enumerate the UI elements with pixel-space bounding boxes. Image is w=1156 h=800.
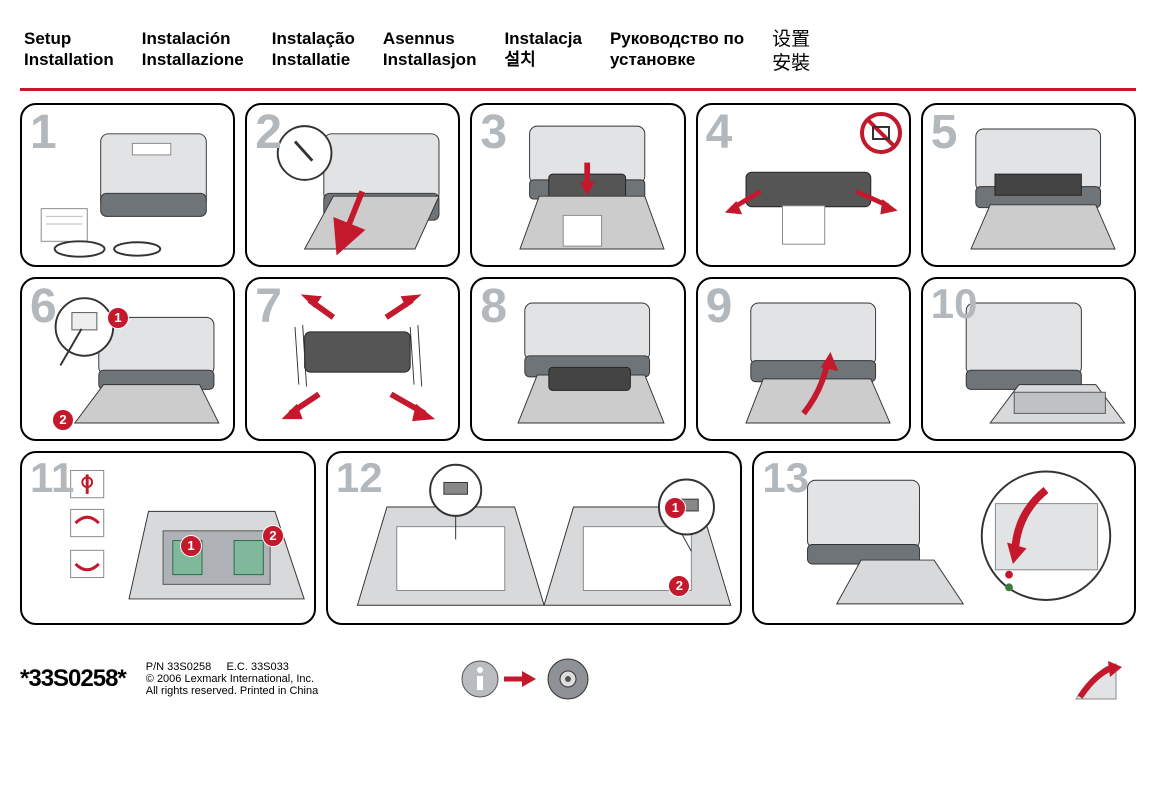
rights: All rights reserved. Printed in China bbox=[146, 685, 318, 697]
lang-label: установке bbox=[610, 49, 744, 70]
lang-label: Setup bbox=[24, 28, 114, 49]
substep-badge-1: 1 bbox=[664, 497, 686, 519]
step-panel-13: 13 bbox=[752, 451, 1136, 625]
lang-col-3: Asennus Installasjon bbox=[383, 28, 477, 76]
copyright: © 2006 Lexmark International, Inc. bbox=[146, 673, 318, 685]
step-panel-2: 2 bbox=[245, 103, 460, 267]
lang-label: 설치 bbox=[504, 49, 582, 70]
lang-label: Installation bbox=[24, 49, 114, 70]
lang-col-1: Instalación Installazione bbox=[142, 28, 244, 76]
step-panel-12: 12 1 2 bbox=[326, 451, 742, 625]
lang-col-6: 设置 安裝 bbox=[772, 28, 810, 76]
step-number: 13 bbox=[762, 457, 809, 499]
steps-row-1: 1 2 3 bbox=[20, 103, 1136, 267]
lang-label: Instalação bbox=[272, 28, 355, 49]
substep-badge-2: 2 bbox=[52, 409, 74, 431]
page-turn-icon bbox=[1066, 649, 1126, 709]
step-number: 2 bbox=[255, 109, 282, 157]
ec-number: E.C. 33S033 bbox=[227, 661, 289, 673]
step-number: 8 bbox=[480, 283, 507, 331]
info-to-cd-icon bbox=[458, 654, 608, 704]
step-number: 4 bbox=[706, 109, 733, 157]
step-panel-10: 10 bbox=[921, 277, 1136, 441]
lang-col-2: Instalação Installatie bbox=[272, 28, 355, 76]
step-panel-11: 11 1 2 bbox=[20, 451, 316, 625]
step-panel-5: 5 bbox=[921, 103, 1136, 267]
lang-label: 安裝 bbox=[772, 52, 810, 76]
step-panel-9: 9 bbox=[696, 277, 911, 441]
lang-label: Installatie bbox=[272, 49, 355, 70]
substep-badge-1: 1 bbox=[180, 535, 202, 557]
step-number: 5 bbox=[931, 109, 958, 157]
lang-col-4: Instalacja 설치 bbox=[504, 28, 582, 76]
lang-label: Asennus bbox=[383, 28, 477, 49]
lang-label: Installazione bbox=[142, 49, 244, 70]
step-number: 10 bbox=[931, 283, 978, 325]
step-panel-1: 1 bbox=[20, 103, 235, 267]
step-number: 9 bbox=[706, 283, 733, 331]
step-number: 7 bbox=[255, 283, 282, 331]
part-number: P/N 33S0258 bbox=[146, 661, 211, 673]
footer-meta: P/N 33S0258 E.C. 33S033 © 2006 Lexmark I… bbox=[146, 661, 318, 697]
step-number: 11 bbox=[30, 457, 74, 499]
step-panel-4: 4 bbox=[696, 103, 911, 267]
substep-badge-2: 2 bbox=[668, 575, 690, 597]
step-number: 6 bbox=[30, 283, 57, 331]
footer: *33S0258* P/N 33S0258 E.C. 33S033 © 2006… bbox=[20, 649, 1136, 709]
lang-label: Руководство по bbox=[610, 28, 744, 49]
insert-tray-icon bbox=[754, 453, 1134, 618]
step-panel-3: 3 bbox=[470, 103, 685, 267]
steps-row-2: 6 1 2 7 8 bbox=[20, 277, 1136, 441]
lang-col-0: Setup Installation bbox=[24, 28, 114, 76]
lang-label: Instalacja bbox=[504, 28, 582, 49]
step-panel-8: 8 bbox=[470, 277, 685, 441]
lang-label: 设置 bbox=[772, 28, 810, 52]
lang-label: Instalación bbox=[142, 28, 244, 49]
barcode-text: *33S0258* bbox=[20, 665, 126, 693]
step-panel-6: 6 1 2 bbox=[20, 277, 235, 441]
step-panel-7: 7 bbox=[245, 277, 460, 441]
step-number: 12 bbox=[336, 457, 383, 499]
step-number: 3 bbox=[480, 109, 507, 157]
steps-row-3: 11 1 2 12 bbox=[20, 451, 1136, 625]
substep-badge-2: 2 bbox=[262, 525, 284, 547]
step-number: 1 bbox=[30, 109, 57, 157]
lang-col-5: Руководство по установке bbox=[610, 28, 744, 76]
lang-label: Installasjon bbox=[383, 49, 477, 70]
header-languages: Setup Installation Instalación Installaz… bbox=[20, 20, 1136, 91]
substep-badge-1: 1 bbox=[107, 307, 129, 329]
